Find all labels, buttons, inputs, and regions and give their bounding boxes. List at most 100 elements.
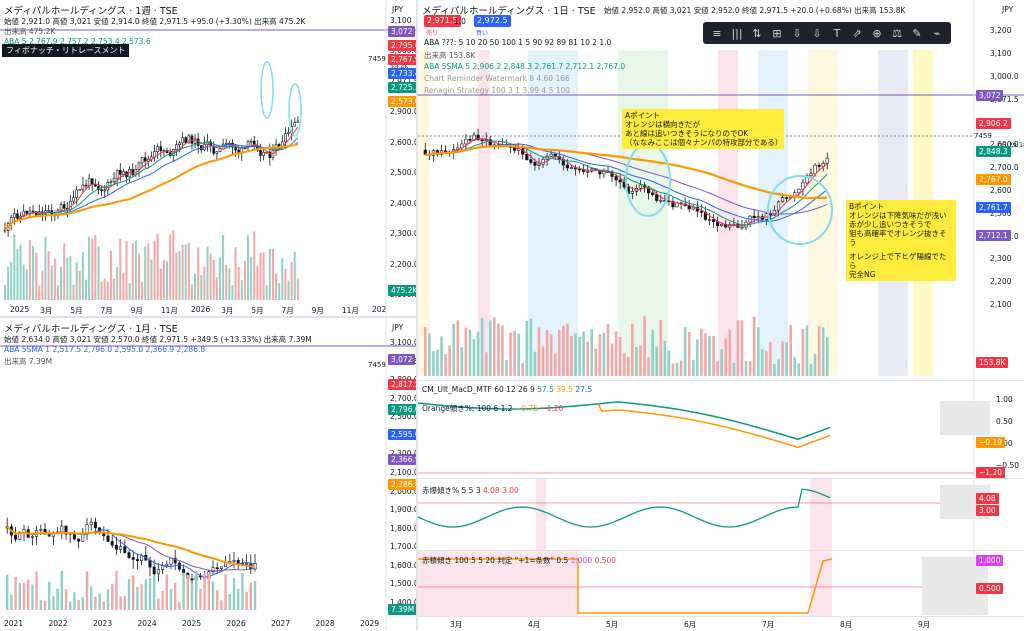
- strategy-pane[interactable]: 赤積傾き 100 5 5 20 判定 "+1=条数" 0.5 1.000 0.5…: [418, 550, 1024, 617]
- drawing-tool-icon[interactable]: ⇗: [852, 26, 862, 40]
- time-axis-label[interactable]: 2026: [226, 619, 246, 628]
- daily-time-axis[interactable]: 3月 4月 5月 6月 7月 8月 9月: [418, 616, 1024, 631]
- daily-volume: [424, 316, 829, 376]
- drawing-tool-icon[interactable]: ⇩: [812, 26, 822, 40]
- volume-bar: [296, 278, 299, 300]
- time-axis-label[interactable]: 5月: [70, 306, 83, 315]
- volume-bar: [566, 323, 569, 376]
- candle-body: [137, 162, 141, 170]
- strategy-band: [810, 551, 832, 617]
- volume-bar: [186, 574, 189, 610]
- time-axis-label[interactable]: 11月: [160, 306, 178, 315]
- note-a-line: Aポイント: [625, 111, 661, 120]
- volume-bar: [444, 354, 447, 376]
- weekly-chart-pane[interactable]: メディパルホールディングス · 1週 · TSE 始値 2,921.0 高値 3…: [0, 0, 416, 316]
- drawing-tool-icon[interactable]: ⇩: [792, 26, 802, 40]
- volume-bar: [156, 233, 159, 300]
- drawing-tool-icon[interactable]: ⚖: [892, 26, 902, 40]
- monthly-chart-canvas[interactable]: [0, 318, 416, 630]
- time-axis-label[interactable]: 11月: [341, 306, 359, 315]
- note-a-point[interactable]: Aポイント オレンジは横向きだが あと線は追いつきそうになりのでOK （ななみこ…: [622, 109, 784, 149]
- drawing-tool-icon[interactable]: ⊞: [772, 26, 782, 40]
- time-axis-label[interactable]: 9月: [918, 620, 931, 629]
- volume-bar: [728, 329, 732, 376]
- point-b-circle[interactable]: [767, 175, 833, 245]
- price-axis-label: 2,100.0: [390, 468, 416, 477]
- volume-bar: [197, 247, 200, 300]
- candle-body: [618, 179, 622, 183]
- price-tag: 3.00: [976, 505, 999, 516]
- candle-body: [153, 151, 156, 158]
- highlight-circle[interactable]: [260, 61, 274, 119]
- drawing-tool-icon[interactable]: ⊕: [872, 26, 882, 40]
- time-axis-label[interactable]: 9月: [311, 306, 324, 315]
- highlight-circle[interactable]: [288, 83, 302, 137]
- daily-ohlc: 始値 2,952.0 高値 3,021 安値 2,952.0 終値 2,971.…: [604, 6, 906, 15]
- volume-bar: [224, 574, 227, 610]
- volume-bar: [106, 281, 109, 300]
- time-axis-label[interactable]: 5月: [606, 620, 619, 629]
- bid-price-button[interactable]: 2,971.5: [424, 15, 461, 27]
- pane-divider-horizontal[interactable]: [0, 316, 416, 318]
- daily-currency[interactable]: JPY: [1002, 5, 1014, 14]
- weekly-chart-canvas[interactable]: [0, 0, 416, 316]
- drawing-tool-icon[interactable]: ⇅: [752, 26, 762, 40]
- daily-chart-pane[interactable]: メディパルホールディングス · 1日 · TSE 始値 2,952.0 高値 3…: [418, 0, 1024, 380]
- time-axis-label[interactable]: 2021: [4, 619, 24, 628]
- volume-bar: [81, 252, 84, 300]
- time-axis-label[interactable]: 4月: [528, 620, 541, 629]
- time-axis-label[interactable]: 2023: [93, 619, 113, 628]
- time-axis-label[interactable]: 202: [372, 305, 387, 314]
- monthly-volume-indicator: 出来高 7.39M: [4, 357, 53, 366]
- time-axis-label[interactable]: 9月: [130, 306, 143, 315]
- volume-bar: [159, 268, 162, 300]
- pane-divider-vertical[interactable]: [416, 0, 418, 630]
- time-axis-label[interactable]: 5月: [251, 306, 264, 315]
- time-axis-label[interactable]: 7月: [762, 620, 775, 629]
- time-axis-label[interactable]: 3月: [40, 306, 53, 315]
- time-axis-label[interactable]: 2022: [48, 619, 68, 628]
- drawing-tool-icon[interactable]: T: [833, 26, 841, 40]
- note-b-line: オレンジ上で下ヒゲ陽線でたら: [849, 252, 947, 270]
- volume-bar: [52, 596, 55, 610]
- time-axis-label[interactable]: 7月: [281, 306, 294, 315]
- candle-body: [177, 562, 181, 570]
- note-b-point[interactable]: Bポイント オレンジは下降気味だが浅い 赤が少し追いつきそうで 狙も高確率でオレ…: [846, 200, 956, 281]
- drawing-toolbar[interactable]: ≡ ||| ⇅ ⊞ ⇩ ⇩ T ⇗ ⊕ ⚖ ✎ ⌁: [703, 22, 951, 44]
- time-axis-label[interactable]: 2027: [271, 619, 291, 628]
- volume-bar: [249, 582, 252, 610]
- time-axis-label[interactable]: 2028: [315, 619, 335, 628]
- macd-pane[interactable]: CM_Ult_MacD_MTF 60 12 26 9 57.5 39.5 27.…: [418, 380, 1024, 479]
- monthly-currency[interactable]: JPY: [392, 323, 404, 332]
- daily-chart-canvas[interactable]: [418, 0, 1024, 380]
- volume-bar: [166, 261, 169, 300]
- volume-bar: [448, 345, 451, 376]
- time-axis-label[interactable]: 2029: [360, 619, 380, 628]
- strategy-band: [418, 551, 578, 617]
- time-axis-label[interactable]: 3月: [221, 306, 234, 315]
- time-axis-label[interactable]: 8月: [840, 620, 853, 629]
- time-axis-label[interactable]: 7月: [100, 306, 113, 315]
- weekly-currency[interactable]: JPY: [392, 5, 404, 14]
- macd-signal: [597, 403, 831, 449]
- time-axis-label[interactable]: 6月: [684, 620, 697, 629]
- slope-pane[interactable]: 赤爆傾き% 5 5 3 4.08 3.00 4.08 3.00: [418, 478, 1024, 551]
- time-axis-label[interactable]: 3月: [450, 620, 463, 629]
- drawing-tool-icon[interactable]: ⌁: [933, 26, 941, 40]
- time-axis-label[interactable]: 2025: [10, 305, 30, 314]
- monthly-chart-pane[interactable]: メディパルホールディングス · 1月 · TSE 始値 2,634.0 高値 3…: [0, 318, 416, 630]
- monthly-ma-long: [6, 525, 256, 568]
- drawing-tool-icon[interactable]: ≡: [712, 26, 722, 40]
- drawing-tool-icon[interactable]: |||: [731, 26, 743, 40]
- time-axis-label[interactable]: 2026: [191, 305, 211, 314]
- macd-canvas[interactable]: [418, 381, 1024, 479]
- time-axis-label[interactable]: 2025: [182, 619, 202, 628]
- volume-bar: [190, 284, 193, 300]
- ask-price-button[interactable]: 2,972.5: [474, 15, 511, 27]
- volume-bar: [708, 336, 711, 376]
- strategy-canvas[interactable]: [418, 551, 1024, 617]
- candle-body: [740, 226, 744, 229]
- price-tag: −0.19: [976, 437, 1005, 448]
- time-axis-label[interactable]: 2024: [137, 619, 157, 628]
- drawing-tool-icon[interactable]: ✎: [912, 26, 922, 40]
